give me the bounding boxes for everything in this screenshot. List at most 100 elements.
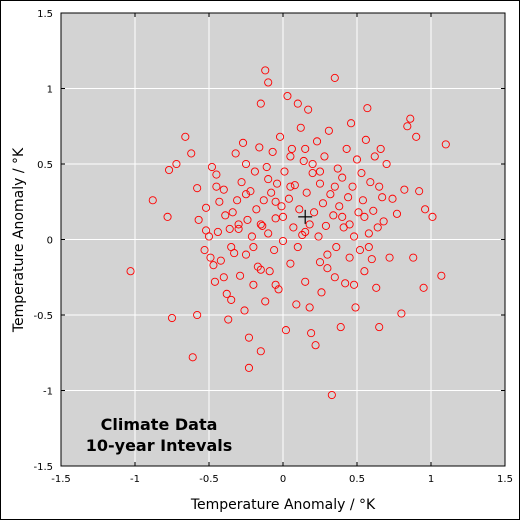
data-point bbox=[238, 138, 248, 147]
data-point bbox=[352, 155, 362, 164]
data-point bbox=[364, 242, 373, 252]
data-point bbox=[163, 212, 172, 221]
data-point bbox=[326, 190, 335, 199]
data-point bbox=[314, 232, 323, 241]
data-point bbox=[231, 149, 240, 158]
data-point bbox=[264, 175, 273, 184]
data-point bbox=[206, 253, 215, 262]
data-point bbox=[347, 119, 356, 128]
data-point bbox=[332, 242, 341, 252]
data-point bbox=[333, 164, 342, 173]
data-point bbox=[397, 309, 406, 318]
data-point bbox=[233, 196, 242, 205]
data-point bbox=[255, 143, 264, 152]
data-point bbox=[270, 246, 279, 255]
data-point bbox=[278, 212, 288, 221]
x-tick-label: 1 bbox=[428, 474, 434, 485]
y-tick-label: 0 bbox=[47, 236, 53, 247]
data-point bbox=[351, 303, 360, 312]
data-point bbox=[315, 258, 325, 267]
data-point bbox=[378, 193, 387, 202]
data-point bbox=[286, 259, 295, 268]
x-tick-label: 0 bbox=[280, 474, 286, 485]
data-point bbox=[349, 280, 359, 289]
data-point bbox=[201, 203, 211, 212]
data-point bbox=[335, 202, 344, 211]
y-tick-label: 1.5 bbox=[37, 9, 53, 20]
data-point bbox=[280, 167, 289, 176]
data-point bbox=[344, 193, 353, 202]
data-point bbox=[212, 170, 221, 179]
data-point bbox=[293, 99, 302, 108]
mean-crosshair bbox=[298, 209, 313, 224]
data-point bbox=[258, 221, 267, 230]
data-point bbox=[372, 283, 381, 292]
data-point bbox=[317, 288, 326, 297]
data-point bbox=[324, 126, 333, 135]
data-point bbox=[224, 315, 233, 324]
data-point bbox=[244, 363, 254, 372]
data-point bbox=[437, 271, 446, 280]
data-point bbox=[221, 211, 230, 220]
data-point bbox=[246, 187, 255, 196]
data-point bbox=[308, 159, 317, 169]
data-point bbox=[379, 217, 388, 226]
data-point bbox=[167, 313, 177, 323]
data-point bbox=[234, 220, 243, 229]
data-point bbox=[256, 347, 265, 356]
data-point bbox=[299, 156, 308, 166]
data-point bbox=[249, 242, 258, 252]
data-point bbox=[367, 255, 376, 264]
data-point bbox=[323, 264, 332, 273]
data-point bbox=[415, 187, 424, 196]
data-point bbox=[264, 229, 273, 238]
data-point bbox=[342, 144, 351, 153]
data-point bbox=[360, 267, 369, 276]
data-point bbox=[315, 179, 325, 188]
data-point bbox=[308, 169, 317, 178]
data-point bbox=[363, 104, 372, 113]
data-point bbox=[284, 194, 293, 203]
data-point bbox=[301, 227, 310, 236]
data-points bbox=[126, 66, 450, 400]
data-point bbox=[354, 208, 363, 217]
data-point bbox=[200, 246, 209, 255]
data-point bbox=[392, 209, 402, 218]
data-point bbox=[345, 253, 354, 262]
data-point bbox=[403, 122, 412, 131]
data-point bbox=[181, 132, 190, 141]
data-point bbox=[164, 165, 174, 175]
data-point bbox=[369, 206, 378, 215]
data-point bbox=[283, 92, 292, 101]
data-point bbox=[310, 208, 319, 217]
data-point bbox=[400, 185, 409, 194]
data-point bbox=[293, 242, 302, 252]
data-point bbox=[286, 152, 295, 161]
data-point bbox=[281, 326, 291, 335]
data-point bbox=[267, 188, 276, 197]
data-point bbox=[126, 267, 135, 276]
x-tick-label: -1.5 bbox=[51, 474, 71, 485]
data-point bbox=[219, 273, 228, 282]
data-point bbox=[219, 185, 228, 194]
data-point bbox=[301, 277, 310, 286]
data-point bbox=[256, 99, 265, 108]
data-point bbox=[305, 220, 314, 229]
data-point bbox=[212, 182, 221, 191]
data-point bbox=[361, 135, 370, 144]
y-tick-label: -1.5 bbox=[33, 462, 53, 473]
y-axis-label: Temperature Anomaly / °K bbox=[11, 147, 27, 333]
data-point bbox=[252, 205, 261, 214]
data-point bbox=[320, 152, 329, 161]
data-point bbox=[241, 159, 251, 169]
data-point bbox=[295, 205, 304, 214]
y-tick-label: 1 bbox=[47, 85, 53, 96]
data-point bbox=[330, 273, 339, 282]
data-point bbox=[264, 78, 273, 87]
data-point bbox=[321, 221, 330, 230]
data-point bbox=[204, 232, 214, 241]
data-point bbox=[338, 173, 347, 182]
data-point bbox=[216, 256, 225, 265]
x-axis-label: Temperature Anomaly / °K bbox=[190, 497, 376, 513]
